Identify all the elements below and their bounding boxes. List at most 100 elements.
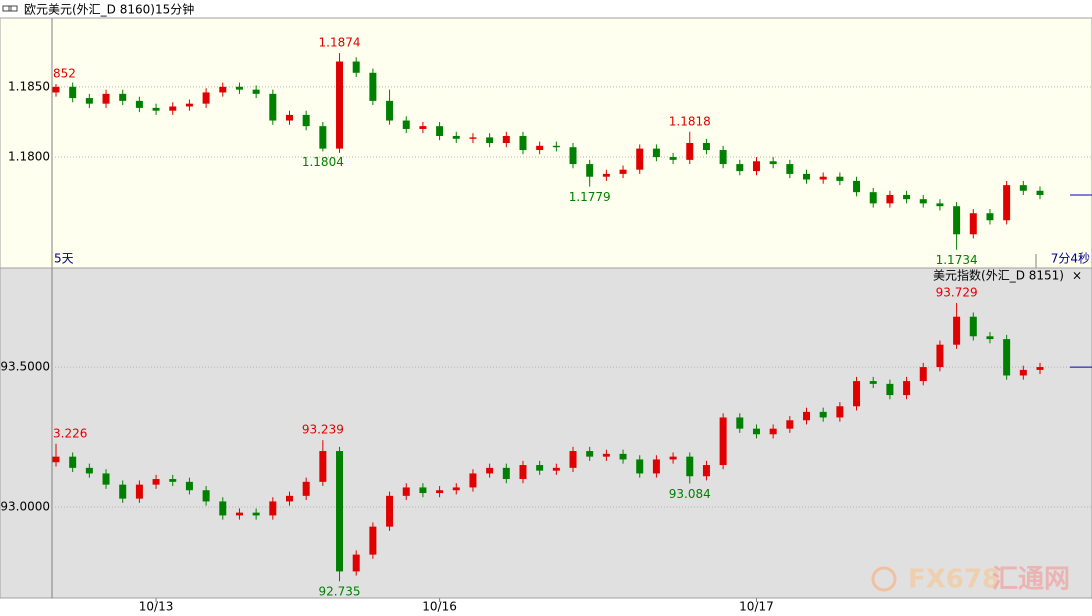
candle-body	[436, 126, 444, 136]
candle-body	[919, 199, 927, 204]
candle-body	[135, 484, 143, 499]
watermark: 汇通网	[992, 565, 1070, 595]
candle-body	[119, 484, 127, 499]
candle-body	[102, 93, 110, 104]
price-annotation: 92.735	[319, 585, 361, 599]
candle-body	[419, 487, 427, 494]
candle-body	[936, 344, 944, 368]
candle-body	[152, 107, 160, 111]
panel-title: 美元指数(外汇_D 8151)	[933, 268, 1064, 283]
candle-body	[652, 459, 660, 474]
price-annotation: 852	[53, 67, 76, 81]
candle-body	[52, 86, 60, 93]
candle-body	[285, 114, 293, 121]
price-annotation: 1.1818	[669, 114, 711, 128]
candle-body	[502, 467, 510, 480]
y-tick-label: 1.1800	[8, 150, 50, 164]
candle-body	[969, 213, 977, 235]
candle-body	[903, 381, 911, 396]
candle-body	[436, 490, 444, 494]
candle-body	[235, 512, 243, 516]
candle-body	[1019, 369, 1027, 376]
candle-body	[552, 467, 560, 471]
price-annotation: 1.1779	[569, 190, 611, 204]
price-annotation: 1.1804	[302, 155, 344, 169]
candle-body	[419, 126, 427, 129]
candle-body	[602, 173, 610, 177]
candle-body	[636, 148, 644, 170]
candle-body	[285, 495, 293, 502]
panel-background	[0, 267, 1092, 599]
link-icon	[8, 5, 18, 12]
price-annotation: 93.239	[302, 423, 344, 437]
candle-body	[986, 336, 994, 340]
candle-body	[185, 481, 193, 491]
candle-body	[202, 92, 210, 104]
x-tick-label: 10/16	[422, 600, 457, 614]
candle-body	[185, 103, 193, 107]
candle-body	[769, 428, 777, 435]
candle-body	[669, 456, 677, 460]
candle-body	[1019, 185, 1027, 191]
candle-body	[1036, 190, 1044, 195]
candle-body	[853, 180, 861, 193]
candle-body	[569, 147, 577, 165]
header: 欧元美元(外汇_D 8160)15分钟	[2, 2, 194, 17]
chart-title: 欧元美元(外汇_D 8160)15分钟	[24, 2, 194, 17]
candle-body	[669, 157, 677, 160]
x-tick-label: 10/13	[139, 600, 174, 614]
y-tick-label: 1.1850	[8, 79, 50, 93]
candle-body	[336, 61, 344, 149]
price-annotation: 1.1734	[936, 253, 978, 267]
candle-body	[619, 169, 627, 174]
candle-body	[69, 86, 77, 99]
candle-body	[302, 114, 310, 127]
candle-body	[102, 473, 110, 485]
candle-body	[1003, 185, 1011, 221]
candle-body	[336, 451, 344, 572]
candle-body	[469, 137, 477, 139]
panel-background	[0, 17, 1092, 269]
price-annotation: 1.1874	[319, 36, 361, 50]
candle-body	[469, 473, 477, 488]
candle-body	[269, 501, 277, 516]
candle-body	[402, 120, 410, 129]
candle-body	[736, 417, 744, 429]
candle-body	[619, 453, 627, 460]
link-icon	[2, 5, 12, 12]
candle-body	[1003, 339, 1011, 376]
candle-body	[536, 145, 544, 151]
candle-body	[736, 164, 744, 172]
candle-body	[486, 137, 494, 143]
close-button[interactable]: ×	[1072, 269, 1082, 283]
candle-body	[552, 145, 560, 148]
candle-body	[152, 479, 160, 485]
candle-body	[519, 135, 527, 151]
candle-body	[719, 417, 727, 466]
candle-body	[386, 100, 394, 121]
candle-body	[786, 420, 794, 429]
candle-body	[85, 467, 93, 474]
candle-body	[903, 194, 911, 200]
candle-body	[352, 61, 360, 73]
candle-body	[519, 465, 527, 480]
candle-body	[502, 135, 510, 143]
candle-body	[719, 150, 727, 165]
candle-body	[252, 89, 260, 94]
candle-body	[269, 93, 277, 121]
y-tick-label: 93.5000	[0, 360, 50, 374]
candle-body	[803, 173, 811, 180]
candle-body	[869, 381, 877, 384]
candle-body	[85, 98, 93, 104]
candle-body	[1036, 367, 1044, 370]
candle-body	[319, 451, 327, 482]
candle-body	[586, 451, 594, 457]
watermark-logo	[871, 566, 897, 592]
candle-body	[836, 406, 844, 418]
candle-body	[369, 72, 377, 101]
candle-body	[69, 456, 77, 468]
candle-body	[235, 86, 243, 90]
candle-body	[119, 93, 127, 101]
candle-body	[819, 411, 827, 418]
